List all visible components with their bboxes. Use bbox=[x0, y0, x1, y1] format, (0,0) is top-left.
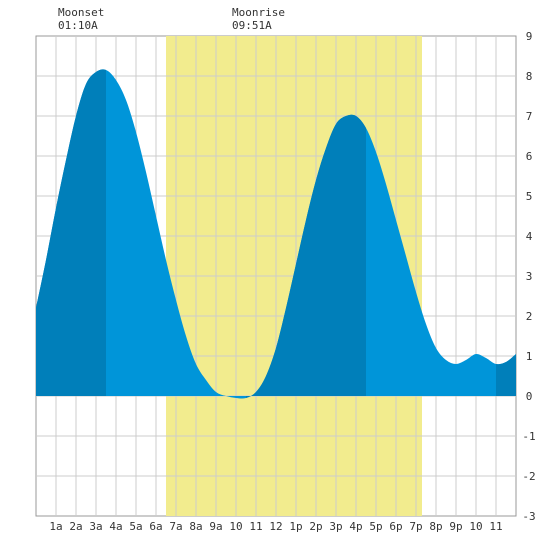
x-tick-label: 8p bbox=[429, 520, 442, 533]
x-tick-label: 8a bbox=[189, 520, 202, 533]
x-tick-label: 9p bbox=[449, 520, 462, 533]
x-tick-label: 4a bbox=[109, 520, 122, 533]
y-tick-label: -1 bbox=[522, 430, 535, 443]
x-tick-label: 12 bbox=[269, 520, 282, 533]
moonrise-time: 09:51A bbox=[232, 19, 272, 32]
x-tick-label: 7p bbox=[409, 520, 422, 533]
y-tick-label: 2 bbox=[526, 310, 533, 323]
x-tick-label: 6p bbox=[389, 520, 402, 533]
x-tick-label: 1p bbox=[289, 520, 302, 533]
tide-area bbox=[36, 69, 516, 399]
x-tick-label: 5p bbox=[369, 520, 382, 533]
x-tick-label: 3a bbox=[89, 520, 102, 533]
y-tick-label: -3 bbox=[522, 510, 535, 523]
x-tick-label: 11 bbox=[249, 520, 262, 533]
y-tick-label: 4 bbox=[526, 230, 533, 243]
y-tick-label: 3 bbox=[526, 270, 533, 283]
y-tick-label: 8 bbox=[526, 70, 533, 83]
moonset-time: 01:10A bbox=[58, 19, 98, 32]
y-tick-label: 6 bbox=[526, 150, 533, 163]
x-tick-label: 11 bbox=[489, 520, 502, 533]
y-tick-label: 1 bbox=[526, 350, 533, 363]
y-tick-label: 0 bbox=[526, 390, 533, 403]
x-tick-label: 10 bbox=[229, 520, 242, 533]
y-tick-label: 5 bbox=[526, 190, 533, 203]
x-tick-label: 7a bbox=[169, 520, 182, 533]
y-tick-label: 7 bbox=[526, 110, 533, 123]
x-tick-label: 6a bbox=[149, 520, 162, 533]
x-tick-label: 2p bbox=[309, 520, 322, 533]
x-tick-label: 1a bbox=[49, 520, 62, 533]
moonrise-label: Moonrise bbox=[232, 6, 285, 19]
y-tick-label: 9 bbox=[526, 30, 533, 43]
x-tick-label: 5a bbox=[129, 520, 142, 533]
y-tick-label: -2 bbox=[522, 470, 535, 483]
moonset-label: Moonset bbox=[58, 6, 104, 19]
x-tick-label: 9a bbox=[209, 520, 222, 533]
x-tick-label: 3p bbox=[329, 520, 342, 533]
x-tick-label: 2a bbox=[69, 520, 82, 533]
x-tick-label: 4p bbox=[349, 520, 362, 533]
x-tick-label: 10 bbox=[469, 520, 482, 533]
